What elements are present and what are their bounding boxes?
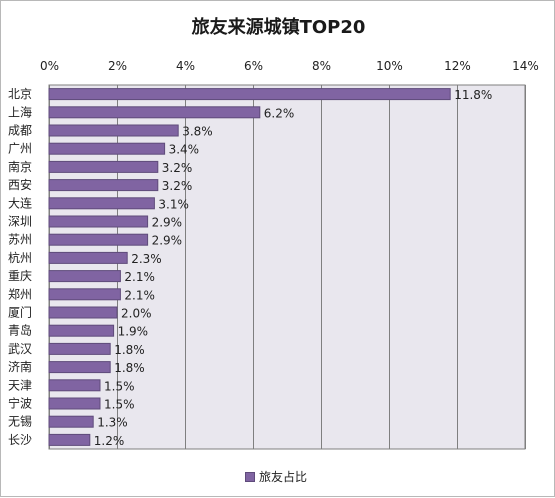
data-label: 6.2% (264, 106, 295, 120)
category-label: 大连 (8, 195, 32, 210)
data-label: 1.5% (104, 379, 135, 393)
legend: 旅友占比 (245, 468, 307, 485)
bar (48, 379, 101, 392)
x-tick-label: 2% (108, 59, 127, 73)
category-label: 南京 (8, 159, 32, 174)
data-label: 1.8% (114, 361, 145, 375)
bar (48, 179, 159, 192)
bar (48, 124, 179, 137)
data-label: 2.1% (124, 270, 154, 284)
data-label: 3.2% (162, 179, 193, 193)
bar (48, 197, 155, 210)
legend-label: 旅友占比 (259, 470, 308, 484)
category-label: 天津 (8, 378, 32, 392)
category-label: 重庆 (8, 269, 32, 283)
bar (48, 288, 121, 301)
data-label: 2.9% (152, 234, 183, 248)
x-tick-label: 10% (376, 59, 403, 73)
bar (48, 251, 128, 264)
x-tick-label: 12% (444, 59, 471, 73)
category-label: 西安 (8, 177, 32, 192)
data-label: 2.0% (121, 307, 152, 321)
category-label: 苏州 (8, 233, 32, 247)
category-label: 郑州 (8, 286, 32, 301)
bar (48, 88, 451, 101)
data-label: 1.3% (97, 416, 128, 430)
category-label: 广州 (8, 142, 32, 156)
bar (48, 106, 261, 119)
bar (48, 361, 111, 374)
data-label: 3.2% (162, 161, 193, 175)
bar (48, 306, 118, 319)
category-label: 成都 (8, 124, 32, 138)
data-label: 2.1% (124, 288, 154, 302)
data-label: 1.9% (118, 325, 149, 339)
bar (48, 342, 111, 355)
bar (48, 324, 115, 337)
bar (48, 415, 94, 428)
category-label: 济南 (8, 359, 32, 374)
data-label: 2.3% (131, 252, 162, 266)
bar (48, 397, 101, 410)
category-label: 北京 (8, 87, 32, 101)
x-tick-label: 0% (40, 59, 59, 73)
category-label: 深圳 (8, 215, 32, 229)
x-tick-label: 6% (244, 59, 263, 73)
category-label: 厦门 (8, 305, 32, 320)
bar (48, 233, 149, 246)
bar (48, 142, 166, 155)
legend-swatch (245, 471, 255, 482)
x-tick-label: 14% (512, 59, 539, 73)
data-label: 1.2% (94, 434, 125, 448)
x-tick-label: 8% (312, 59, 331, 73)
bar (48, 433, 91, 446)
data-label: 1.5% (104, 398, 135, 412)
data-label: 2.9% (152, 216, 183, 230)
bar (48, 215, 149, 228)
category-label: 无锡 (8, 414, 32, 429)
x-tick-label: 4% (176, 59, 195, 73)
data-label: 3.8% (182, 125, 213, 139)
category-label: 上海 (8, 104, 32, 119)
bar (48, 270, 121, 283)
category-label: 青岛 (8, 323, 32, 338)
category-label: 杭州 (8, 250, 32, 265)
plot-area (48, 84, 526, 450)
data-label: 3.4% (169, 143, 200, 157)
data-label: 3.1% (158, 197, 189, 211)
data-label: 11.8% (454, 88, 492, 102)
bar (48, 160, 159, 173)
data-label: 1.8% (114, 343, 145, 357)
chart-title: 旅友来源城镇TOP20 (191, 17, 366, 38)
category-label: 宁波 (8, 396, 32, 411)
category-label: 武汉 (8, 342, 32, 356)
category-label: 长沙 (8, 433, 32, 447)
